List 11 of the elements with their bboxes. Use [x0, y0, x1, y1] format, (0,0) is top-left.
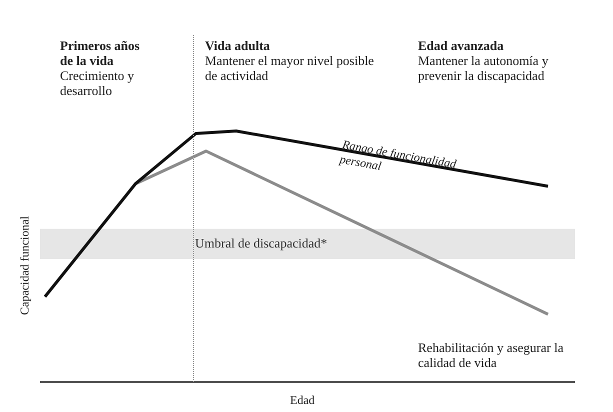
text: Primeros años de la vida: [60, 38, 141, 68]
annotation: Rango de funcionalidad personal: [338, 137, 458, 176]
x-axis-title: Edad: [290, 393, 315, 408]
text: Vida adulta: [205, 38, 271, 53]
text: Mantener la autonomía y prevenir la discapacidad: [418, 53, 550, 83]
text: Edad avanzada: [418, 38, 505, 53]
annotation: Rehabilitación y asegurar la calidad de vida: [418, 340, 564, 370]
text: Mantener el mayor nivel posible de actividad: [205, 53, 375, 83]
band-label: Umbral de discapacidad*: [195, 235, 328, 250]
y-axis-title: Capacidad funcional: [18, 215, 32, 317]
text: Crecimiento y desarrollo: [60, 68, 136, 98]
